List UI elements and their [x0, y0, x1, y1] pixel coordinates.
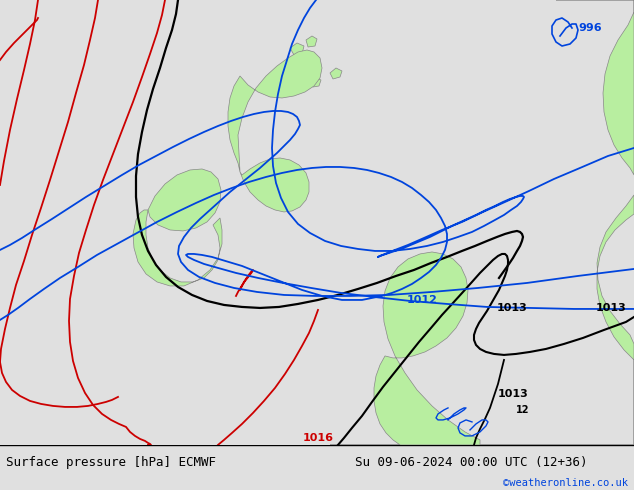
Polygon shape — [240, 158, 309, 212]
Polygon shape — [290, 43, 304, 55]
Text: 12: 12 — [516, 405, 529, 415]
Polygon shape — [148, 169, 221, 231]
Text: 1013: 1013 — [497, 303, 527, 313]
Text: 1013: 1013 — [596, 303, 627, 313]
Polygon shape — [440, 195, 634, 445]
Text: Surface pressure [hPa] ECMWF: Surface pressure [hPa] ECMWF — [6, 457, 216, 469]
Text: Su 09-06-2024 00:00 UTC (12+36): Su 09-06-2024 00:00 UTC (12+36) — [355, 457, 588, 469]
Text: 996: 996 — [578, 23, 602, 33]
Text: 1016: 1016 — [302, 433, 333, 443]
Polygon shape — [133, 210, 222, 286]
Polygon shape — [310, 78, 321, 87]
Polygon shape — [306, 36, 317, 47]
Text: ©weatheronline.co.uk: ©weatheronline.co.uk — [503, 478, 628, 488]
Polygon shape — [296, 60, 308, 71]
Text: 1012: 1012 — [406, 295, 437, 305]
Polygon shape — [330, 68, 342, 79]
Text: 1013: 1013 — [498, 389, 529, 399]
Polygon shape — [228, 50, 322, 172]
Polygon shape — [556, 0, 634, 175]
Polygon shape — [330, 252, 480, 445]
